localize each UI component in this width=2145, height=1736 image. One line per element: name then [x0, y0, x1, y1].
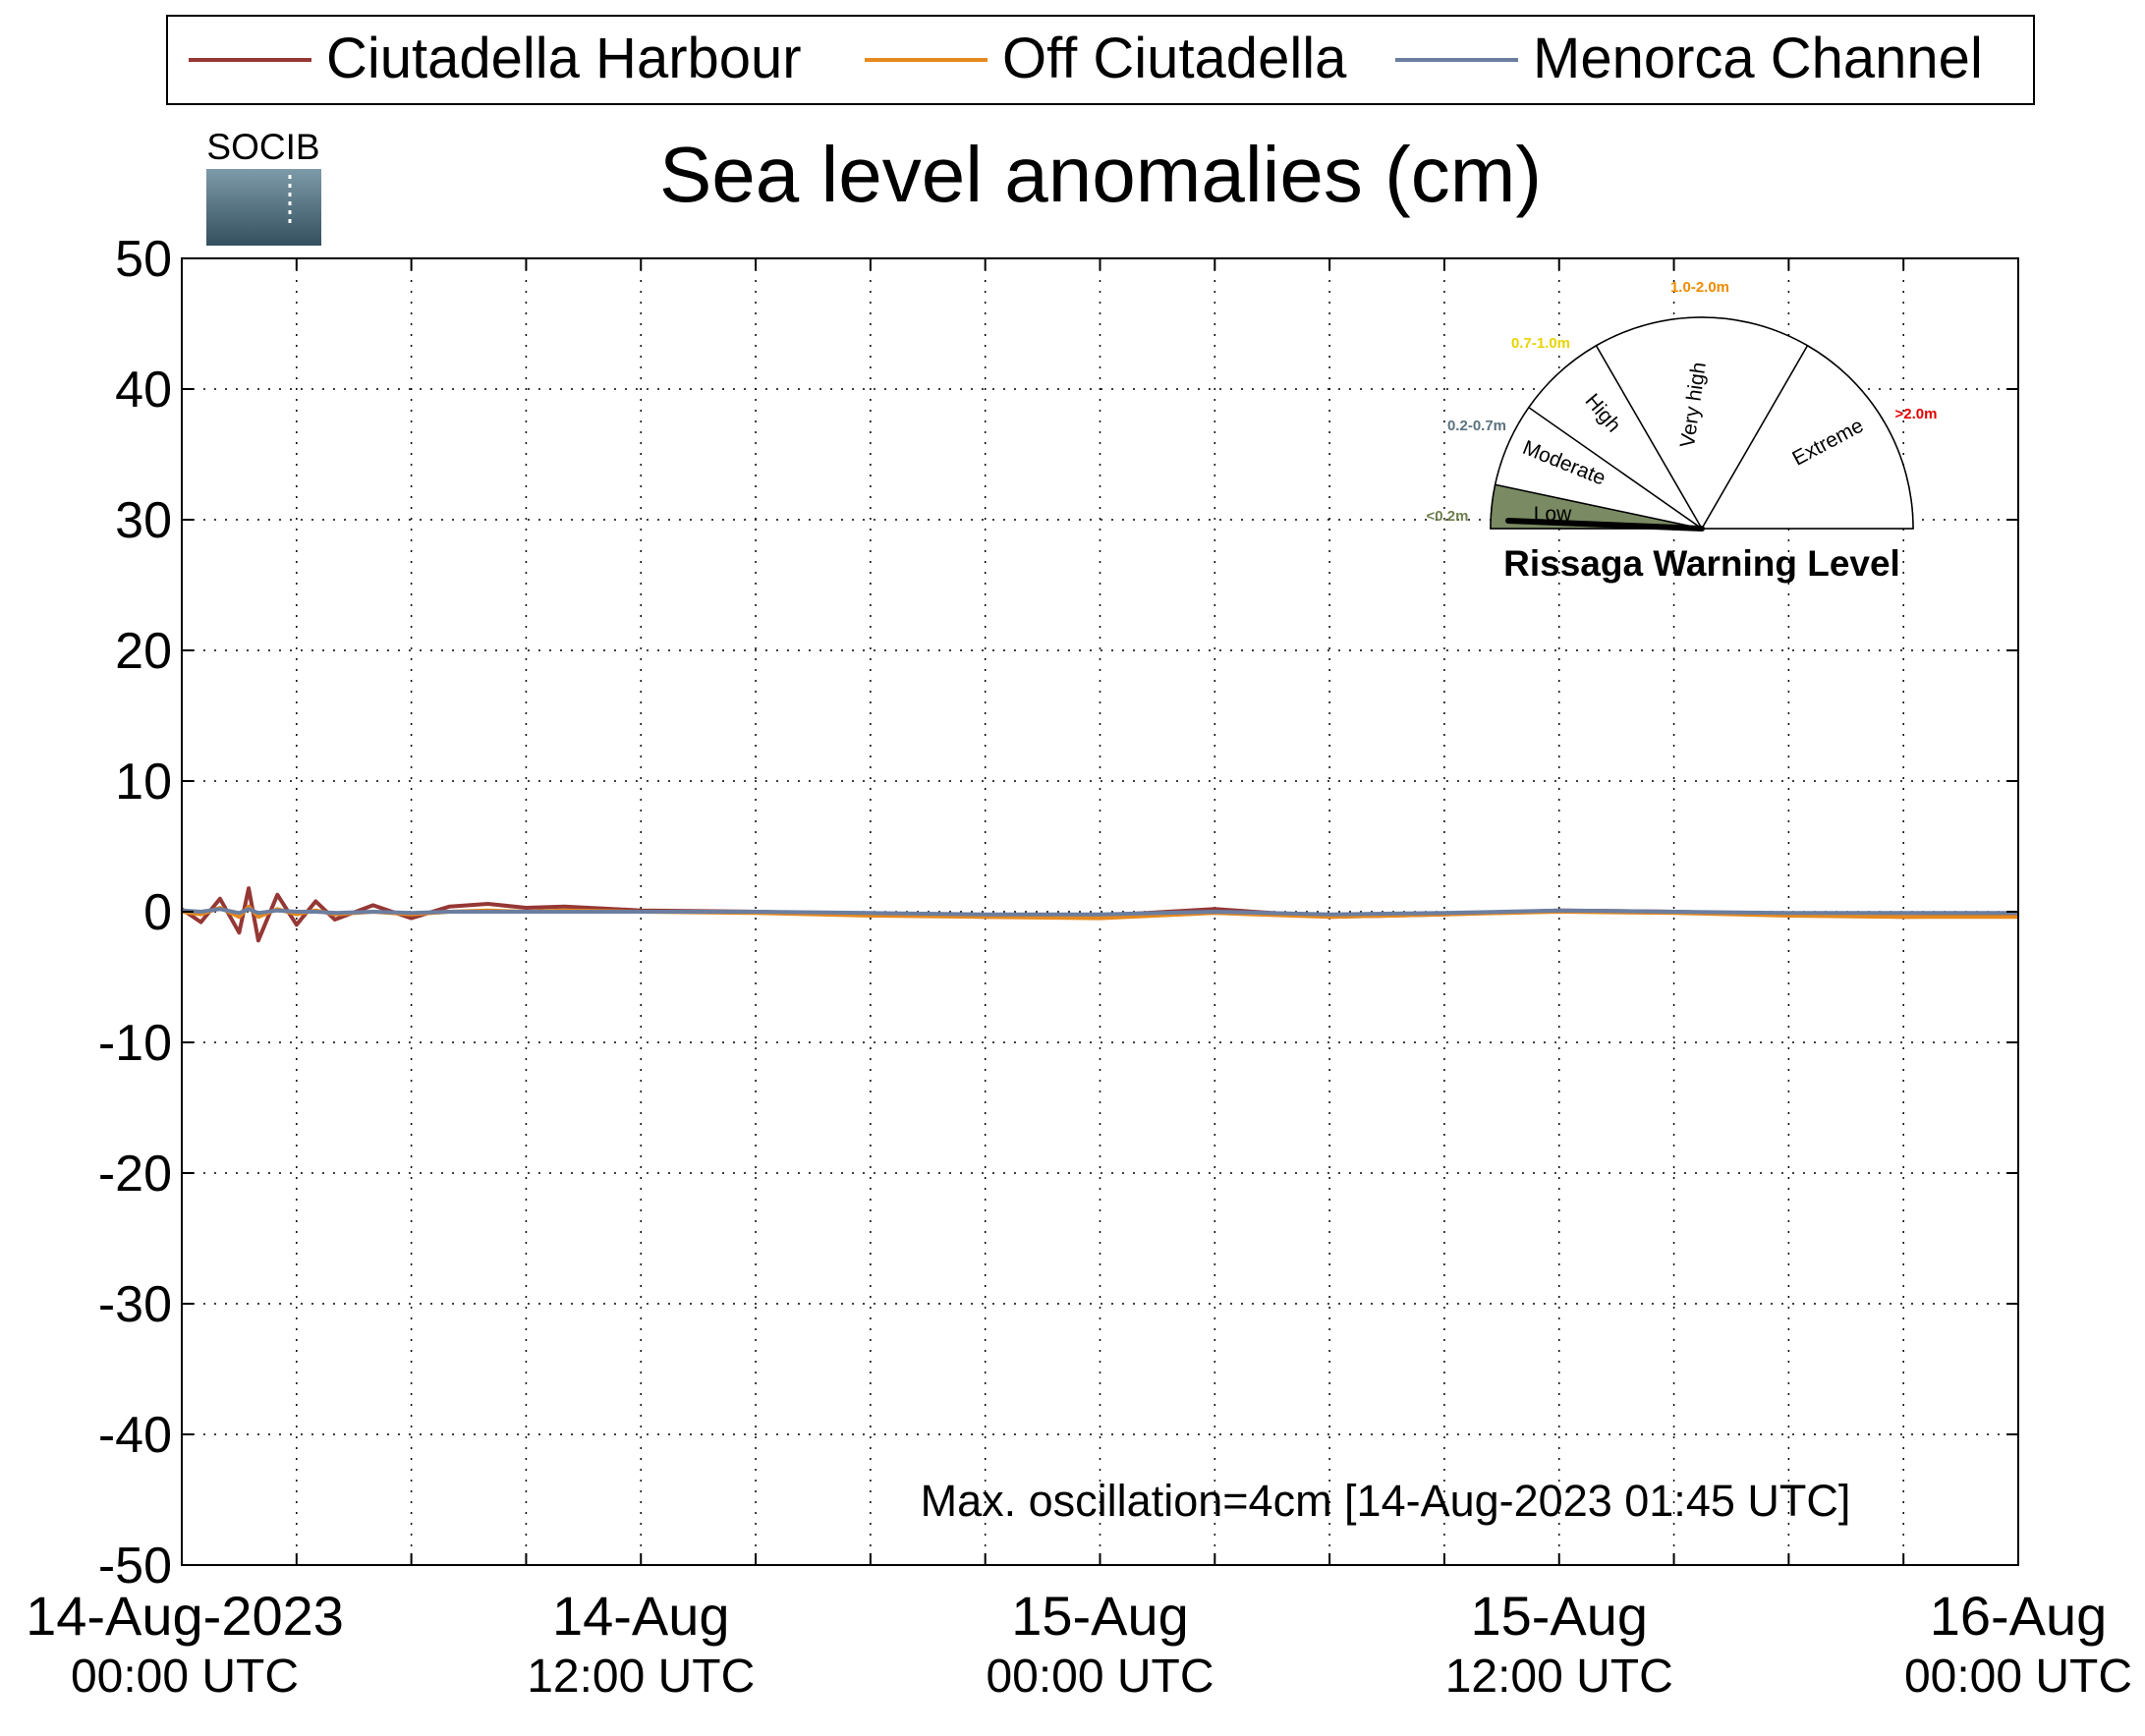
y-tick-label: 30 — [115, 492, 172, 549]
legend-label: Ciutadella Harbour — [326, 27, 802, 90]
gauge-sector — [1595, 316, 1809, 531]
series-line — [181, 907, 2018, 917]
x-tick-label-time: 12:00 UTC — [1445, 1651, 1673, 1703]
gauge-range-label: <0.2m — [1427, 508, 1469, 525]
gauge-needle — [1505, 518, 1705, 532]
gauge-range-label: >2.0m — [1895, 406, 1938, 422]
gauge-title: Rissaga Warning Level — [1503, 543, 1900, 584]
gauge-range-label: 0.2-0.7m — [1447, 418, 1506, 434]
y-tick-label: -40 — [98, 1407, 172, 1464]
x-tick-label-date: 14-Aug — [552, 1585, 730, 1647]
x-tick-label-time: 00:00 UTC — [1904, 1651, 2132, 1703]
legend: Ciutadella Harbour Off Ciutadella Menorca … — [166, 15, 2035, 105]
x-tick-label-date: 14-Aug-2023 — [26, 1585, 344, 1647]
x-tick-label-time: 00:00 UTC — [986, 1651, 1214, 1703]
y-tick-label: 20 — [115, 623, 172, 680]
x-tick-label-time: 12:00 UTC — [527, 1651, 755, 1703]
x-tick-label-date: 15-Aug — [1470, 1585, 1648, 1647]
gauge-sector — [1700, 344, 1914, 530]
y-tick-label: -50 — [98, 1538, 172, 1595]
legend-label: Menorca Channel — [1533, 27, 1983, 90]
gauge-range-label: 0.7-1.0m — [1511, 335, 1570, 352]
gauge-range-label: 1.0-2.0m — [1670, 279, 1729, 296]
y-tick-label: -30 — [98, 1276, 172, 1333]
y-tick-label: 40 — [115, 362, 172, 419]
y-tick-label: 50 — [115, 231, 172, 288]
socib-logo-text: SOCIB — [206, 127, 319, 167]
y-tick-label: 0 — [143, 884, 172, 941]
y-tick-label: -10 — [98, 1015, 172, 1072]
x-tick-label-time: 00:00 UTC — [71, 1651, 299, 1703]
legend-label: Off Ciutadella — [1002, 27, 1347, 90]
chart-title: Sea level anomalies (cm) — [659, 131, 1542, 218]
x-tick-label-date: 16-Aug — [1930, 1585, 2108, 1647]
x-tick-label-date: 15-Aug — [1011, 1585, 1189, 1647]
y-tick-label: 10 — [115, 754, 172, 811]
socib-logo: SOCIB — [206, 127, 321, 246]
max-oscillation-annotation: Max. oscillation=4cm [14-Aug-2023 01:45 … — [921, 1476, 1851, 1526]
y-tick-label: -20 — [98, 1146, 172, 1203]
